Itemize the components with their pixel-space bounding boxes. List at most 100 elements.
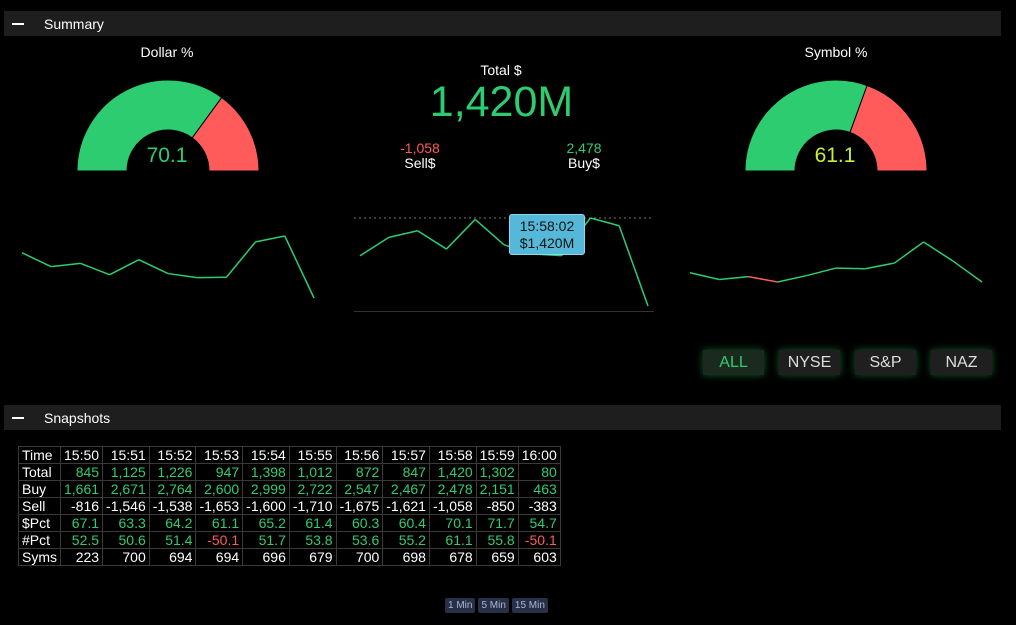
exchange-sp-button[interactable]: S&P xyxy=(855,350,916,375)
table-cell: 80 xyxy=(517,463,561,481)
table-cell: 700 xyxy=(335,548,384,566)
symbol-pct-title: Symbol % xyxy=(804,44,868,60)
sparkline-segment xyxy=(806,267,837,277)
sparkline-segment xyxy=(284,235,315,299)
column-header-time: 15:52 xyxy=(148,446,197,464)
table-row: $Pct 67.1 63.3 64.2 61.1 65.2 61.4 60.3 60.4 70.1… xyxy=(18,514,561,532)
exchange-naz-button[interactable]: NAZ xyxy=(931,350,992,375)
symbol-gauge-green-arc xyxy=(745,80,868,172)
table-cell: 60.3 xyxy=(335,514,384,532)
table-cell: 53.6 xyxy=(335,531,384,549)
dollar-pct-gauge xyxy=(77,80,259,172)
exchange-nyse-button[interactable]: NYSE xyxy=(779,350,840,375)
buy-value: 2,478 xyxy=(566,140,602,156)
summary-title: Summary xyxy=(44,15,104,32)
interval-buttons: 1 Min 5 Min 15 Min xyxy=(445,598,548,613)
table-cell: 1,398 xyxy=(242,463,290,481)
table-cell: -1,058 xyxy=(428,497,477,515)
table-cell: 55.2 xyxy=(382,531,430,549)
symbol-pct-gauge xyxy=(745,80,927,172)
table-cell: 223 xyxy=(59,548,104,566)
table-cell: -383 xyxy=(517,497,561,515)
table-cell: 1,420 xyxy=(428,463,477,481)
table-cell: 55.8 xyxy=(475,531,519,549)
sell-label: Sell$ xyxy=(404,155,436,171)
table-cell: 54.7 xyxy=(517,514,561,532)
dollar-gauge-green-arc xyxy=(77,80,223,172)
sparkline-segment xyxy=(689,271,720,281)
table-cell: 603 xyxy=(517,548,561,566)
table-cell: 947 xyxy=(195,463,244,481)
table-cell: 67.1 xyxy=(59,514,104,532)
collapse-summary-icon[interactable] xyxy=(12,22,24,25)
table-cell: 50.6 xyxy=(102,531,150,549)
sell-block: -1,058 Sell$ xyxy=(380,141,460,171)
column-header-time: 15:50 xyxy=(59,446,104,464)
table-cell: -1,538 xyxy=(148,497,197,515)
total-value: 1,420M xyxy=(429,78,574,126)
table-cell: 678 xyxy=(428,548,477,566)
table-row: Buy 1,661 2,671 2,764 2,600 2,999 2,722 2,547 2,… xyxy=(18,480,561,498)
sparkline-segment xyxy=(923,241,954,262)
column-header-time: 15:54 xyxy=(242,446,290,464)
table-cell: -50.1 xyxy=(195,531,244,549)
table-cell: 694 xyxy=(195,548,244,566)
table-cell: 1,226 xyxy=(148,463,197,481)
table-cell: 696 xyxy=(242,548,290,566)
snapshots-title: Snapshots xyxy=(44,409,111,426)
table-header-row: Time 15:50 15:51 15:52 15:53 15:54 15:55 15:56 1… xyxy=(18,446,561,464)
sparkline-tooltip: 15:58:02 $1,420M xyxy=(509,214,585,255)
symbol-pct-sparkline xyxy=(689,241,983,283)
total-sparkline[interactable] xyxy=(354,212,654,312)
snapshots-table: Time 15:50 15:51 15:52 15:53 15:54 15:55 15:56 1… xyxy=(18,446,561,566)
dollar-pct-sparkline xyxy=(21,235,315,299)
table-cell: 2,547 xyxy=(335,480,384,498)
column-header-time: 15:55 xyxy=(288,446,337,464)
collapse-snapshots-icon[interactable] xyxy=(12,416,24,419)
table-cell: 698 xyxy=(382,548,430,566)
table-cell: -1,546 xyxy=(102,497,150,515)
total-label: Total $ xyxy=(480,62,522,78)
summary-panel-header: Summary xyxy=(4,11,1001,36)
table-cell: 463 xyxy=(517,480,561,498)
table-cell: 847 xyxy=(382,463,430,481)
table-cell: 2,151 xyxy=(475,480,519,498)
exchange-all-button[interactable]: ALL xyxy=(703,350,764,375)
table-cell: 61.1 xyxy=(428,531,477,549)
table-cell: 51.4 xyxy=(148,531,197,549)
tooltip-value: $1,420M xyxy=(519,235,575,251)
sell-value: -1,058 xyxy=(400,140,440,156)
symbol-gauge-red-arc xyxy=(849,84,927,172)
sparkline-segment xyxy=(777,274,807,283)
table-row: #Pct 52.5 50.6 51.4 -50.1 51.7 53.8 53.6 55.2 61.… xyxy=(18,531,561,549)
sparkline-segment xyxy=(417,230,447,250)
sparkline-segment xyxy=(835,267,866,270)
table-cell: 2,764 xyxy=(148,480,197,498)
table-cell: -1,653 xyxy=(195,497,244,515)
interval-15min-button[interactable]: 15 Min xyxy=(511,598,548,613)
sparkline-segment xyxy=(445,218,476,250)
interval-1min-button[interactable]: 1 Min xyxy=(445,598,476,613)
sparkline-segment xyxy=(618,225,649,307)
column-header-time: 15:58 xyxy=(428,446,477,464)
table-cell: 71.7 xyxy=(475,514,519,532)
table-cell: 1,661 xyxy=(59,480,104,498)
column-header-time: 15:57 xyxy=(382,446,430,464)
table-cell: -850 xyxy=(475,497,519,515)
sparkline-segment xyxy=(719,275,749,281)
sparkline-segment xyxy=(109,259,140,276)
table-cell: 694 xyxy=(148,548,197,566)
table-cell: 61.1 xyxy=(195,514,244,532)
tooltip-time: 15:58:02 xyxy=(519,218,575,234)
interval-5min-button[interactable]: 5 Min xyxy=(478,598,509,613)
table-cell: 51.7 xyxy=(242,531,290,549)
column-header-label: Time xyxy=(18,446,61,464)
table-cell: -1,675 xyxy=(335,497,384,515)
row-label: Total xyxy=(18,463,61,481)
sparkline-segment xyxy=(474,218,505,246)
sparkline-segment xyxy=(952,260,983,283)
row-label: Buy xyxy=(18,480,61,498)
table-cell: 845 xyxy=(59,463,104,481)
table-cell: 2,600 xyxy=(195,480,244,498)
row-label: Sell xyxy=(18,497,61,515)
